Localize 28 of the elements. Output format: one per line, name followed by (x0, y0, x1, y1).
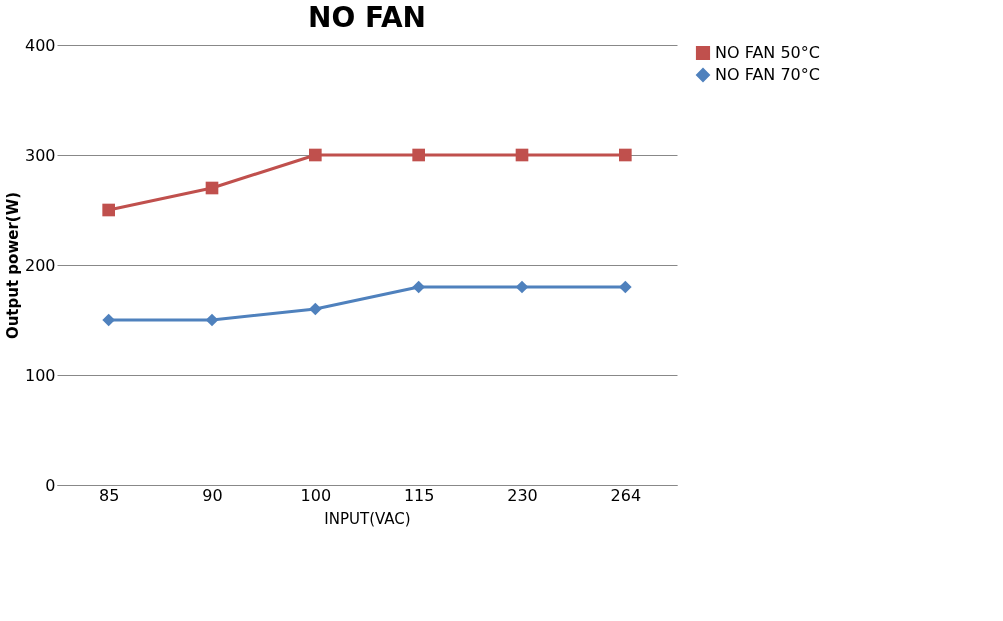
chart-title: NO FAN (307, 1, 427, 34)
y-axis-title: Output power(W) (3, 191, 22, 340)
x-tick-label: 100 (300, 485, 332, 505)
point (412, 280, 425, 294)
point (309, 148, 322, 162)
point (412, 148, 425, 162)
legend-label: NO FAN 70°C (715, 65, 820, 84)
point (619, 280, 632, 294)
point (515, 148, 529, 162)
x-tick-label: 85 (98, 485, 120, 505)
y-tick-label: 200 (24, 255, 56, 275)
x-tick-label: 230 (507, 485, 538, 505)
x-tick-label: 264 (610, 485, 642, 505)
legend-label: NO FAN 50°C (715, 43, 820, 62)
y-tick-label: 400 (24, 35, 56, 55)
point (619, 148, 632, 162)
x-tick-label: 90 (202, 485, 223, 505)
y-tick-label: 100 (24, 365, 56, 385)
point (205, 181, 219, 195)
x-tick-label: 115 (403, 485, 435, 505)
x-axis-title: INPUT(VAC) (324, 509, 411, 528)
point (102, 203, 115, 217)
point (515, 280, 529, 294)
point (205, 313, 219, 327)
point (102, 313, 115, 327)
y-tick-label: 0 (45, 475, 56, 495)
point (309, 302, 322, 316)
y-tick-label: 300 (24, 145, 56, 165)
